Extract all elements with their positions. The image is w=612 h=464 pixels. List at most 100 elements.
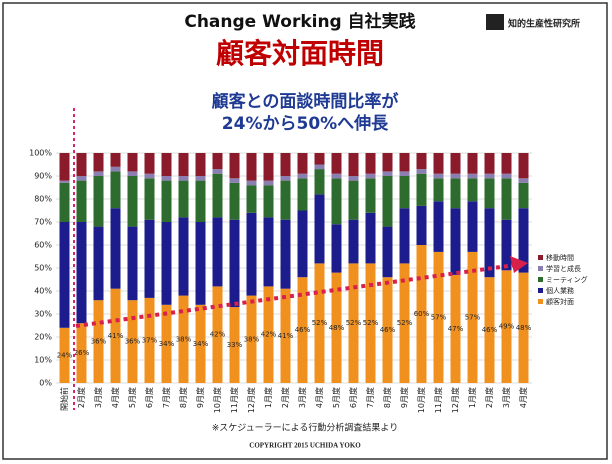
x-tick-label: 開始前 bbox=[59, 387, 69, 411]
bar-segment bbox=[178, 295, 189, 383]
bar-segment bbox=[365, 263, 376, 383]
data-label: 42% bbox=[261, 331, 277, 339]
x-tick-label: 10月度 bbox=[416, 387, 426, 413]
bar-segment bbox=[314, 263, 325, 383]
y-tick-label: 90% bbox=[34, 172, 52, 181]
bar-segment bbox=[144, 178, 155, 220]
bar-segment bbox=[93, 226, 104, 301]
data-label: 36% bbox=[91, 338, 107, 346]
bar-segment bbox=[144, 219, 155, 298]
bar-segment bbox=[144, 153, 155, 174]
y-tick-label: 60% bbox=[34, 241, 52, 250]
data-label: 52% bbox=[397, 319, 413, 327]
bar-segment bbox=[263, 185, 274, 218]
bar-segment bbox=[450, 173, 461, 179]
bar-segment bbox=[110, 171, 121, 209]
bar-segment bbox=[450, 178, 461, 209]
bar-segment bbox=[450, 153, 461, 174]
bar-segment bbox=[450, 274, 461, 383]
x-tick-label: 7月度 bbox=[161, 387, 171, 408]
bar-segment bbox=[518, 272, 529, 383]
x-tick-label: 3月度 bbox=[501, 387, 511, 408]
bar-segment bbox=[416, 169, 427, 174]
bar-segment bbox=[331, 224, 342, 273]
bar-segment bbox=[144, 297, 155, 383]
bar-segment bbox=[212, 153, 223, 170]
bar-segment bbox=[382, 176, 393, 227]
bar-segment bbox=[501, 173, 512, 179]
bar-segment bbox=[161, 153, 172, 176]
x-tick-label: 12月度 bbox=[246, 387, 256, 413]
bar-segment bbox=[195, 176, 206, 181]
bar-segment bbox=[229, 182, 240, 220]
bar-segment bbox=[161, 180, 172, 222]
bar-segment bbox=[195, 153, 206, 176]
bar-segment bbox=[93, 176, 104, 227]
bar-segment bbox=[59, 327, 70, 383]
bar-segment bbox=[59, 153, 70, 181]
bar-segment bbox=[76, 222, 87, 324]
x-tick-label: 6月度 bbox=[144, 387, 154, 408]
x-tick-label: 3月度 bbox=[297, 387, 307, 408]
data-label: 46% bbox=[482, 326, 498, 334]
x-tick-label: 11月度 bbox=[433, 387, 443, 413]
bar-segment bbox=[331, 272, 342, 383]
bar-segment bbox=[212, 217, 223, 287]
bar-segment bbox=[399, 176, 410, 209]
data-label: 46% bbox=[295, 326, 311, 334]
data-label: 38% bbox=[176, 335, 192, 343]
x-tick-label: 8月度 bbox=[178, 387, 188, 408]
x-tick-label: 2月度 bbox=[76, 387, 86, 408]
bar-segment bbox=[195, 222, 206, 305]
bar-segment bbox=[246, 295, 257, 383]
bar-segment bbox=[280, 219, 291, 289]
bar-segment bbox=[93, 153, 104, 172]
x-tick-label: 7月度 bbox=[365, 387, 375, 408]
x-tick-label: 9月度 bbox=[195, 387, 205, 408]
subtitle: 顧客との面談時間比率が bbox=[212, 91, 399, 112]
bar-segment bbox=[331, 173, 342, 179]
bar-segment bbox=[450, 208, 461, 275]
bar-segment bbox=[229, 219, 240, 308]
bar-segment bbox=[433, 251, 444, 383]
data-label: 46% bbox=[380, 326, 396, 334]
x-tick-label: 5月度 bbox=[127, 387, 137, 408]
bar-segment bbox=[467, 201, 478, 252]
bar-segment bbox=[365, 173, 376, 179]
bar-segment bbox=[416, 153, 427, 170]
bar-segment bbox=[229, 153, 240, 179]
bar-segment bbox=[467, 153, 478, 174]
data-label: 60% bbox=[414, 310, 430, 318]
data-label: 49% bbox=[499, 323, 515, 331]
logo-text: 知的生産性研究所 bbox=[507, 18, 580, 30]
bar-segment bbox=[501, 219, 512, 271]
data-label: 37% bbox=[142, 336, 158, 344]
data-label: 42% bbox=[210, 331, 226, 339]
bar-segment bbox=[297, 153, 308, 174]
y-tick-label: 20% bbox=[34, 333, 52, 342]
bar-segment bbox=[467, 178, 478, 202]
bar-segment bbox=[127, 300, 138, 383]
bar-segment bbox=[348, 219, 359, 264]
bar-segment bbox=[178, 180, 189, 218]
bar-segment bbox=[348, 153, 359, 176]
bar-segment bbox=[127, 176, 138, 227]
bar-segment bbox=[76, 176, 87, 181]
bar-segment bbox=[348, 176, 359, 181]
bar-segment bbox=[212, 173, 223, 218]
bar-segment bbox=[399, 208, 410, 264]
y-tick-label: 80% bbox=[34, 195, 52, 204]
bar-segment bbox=[433, 153, 444, 174]
bar-segment bbox=[263, 153, 274, 181]
bar-segment bbox=[195, 180, 206, 222]
bar-segment bbox=[365, 178, 376, 213]
bar-segment bbox=[314, 194, 325, 264]
bar-segment bbox=[484, 277, 495, 383]
y-tick-label: 40% bbox=[34, 287, 52, 296]
bar-segment bbox=[263, 286, 274, 383]
bar-segment bbox=[161, 176, 172, 181]
x-tick-label: 2月度 bbox=[484, 387, 494, 408]
bar-segment bbox=[416, 205, 427, 245]
data-label: 36% bbox=[125, 338, 141, 346]
data-label: 34% bbox=[193, 340, 209, 348]
